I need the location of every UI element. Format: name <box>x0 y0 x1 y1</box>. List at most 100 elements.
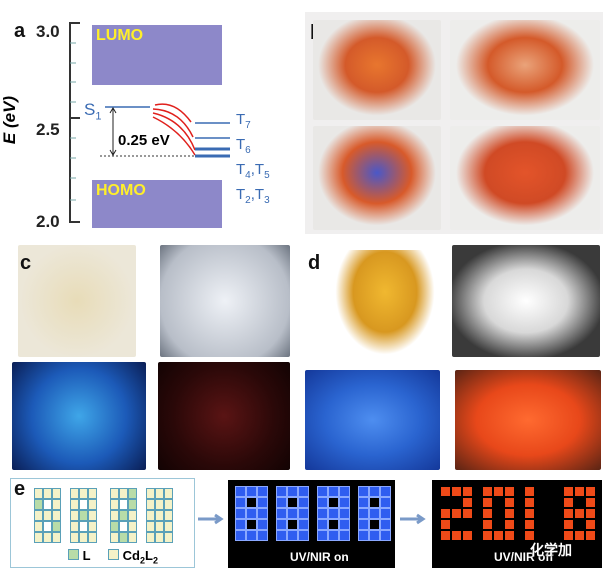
grid-cell <box>585 508 596 519</box>
grid-cell <box>34 532 43 543</box>
grid-cell <box>328 530 339 541</box>
grid-cell <box>88 510 97 521</box>
grid-cell <box>493 497 504 508</box>
grid-cell <box>504 486 515 497</box>
gap-label: 0.25 eV <box>118 132 170 149</box>
grid-cell <box>119 488 128 499</box>
panel-d-label: d <box>308 252 321 274</box>
pattern-grid-4 <box>146 488 173 543</box>
grid-cell <box>504 530 515 541</box>
grid-cell <box>574 486 585 497</box>
grid-cell <box>380 530 391 541</box>
grid-cell <box>574 497 585 508</box>
grid-cell <box>287 486 298 497</box>
grid-cell <box>164 488 173 499</box>
grid-cell <box>451 519 462 530</box>
grid-cell <box>43 499 52 510</box>
grid-cell <box>235 497 246 508</box>
grid-cell <box>70 521 79 532</box>
grid-cell <box>328 497 339 508</box>
grid-cell <box>440 497 451 508</box>
grid-cell <box>88 532 97 543</box>
grid-cell <box>298 508 309 519</box>
grid-cell <box>110 532 119 543</box>
grid-cell <box>155 521 164 532</box>
grid-cell <box>110 488 119 499</box>
grid-cell <box>524 519 535 530</box>
emblem-image-daylight <box>18 245 136 357</box>
grid-cell <box>524 530 535 541</box>
grid-cell <box>585 530 596 541</box>
grid-cell <box>369 519 380 530</box>
grid-cell <box>235 530 246 541</box>
emblem-image-white-glow <box>160 245 290 357</box>
grid-cell <box>110 521 119 532</box>
grid-cell <box>287 508 298 519</box>
emblem-image-red-emission <box>158 362 290 470</box>
t7-label: T7 <box>236 111 251 131</box>
grid-cell <box>493 486 504 497</box>
grid-cell <box>79 532 88 543</box>
grid-cell <box>504 508 515 519</box>
grid-cell <box>155 488 164 499</box>
grid-cell <box>146 499 155 510</box>
grid-cell <box>451 486 462 497</box>
grid-cell <box>339 519 350 530</box>
grid-cell <box>52 499 61 510</box>
chameleon-image-striped-blue <box>313 126 441 230</box>
grid-cell <box>246 530 257 541</box>
chameleon-image-striped-white <box>450 20 600 120</box>
grid-cell <box>482 508 493 519</box>
grid-cell <box>146 532 155 543</box>
grid-cell <box>246 508 257 519</box>
grid-cell <box>482 486 493 497</box>
grid-cell <box>79 521 88 532</box>
grid-cell <box>563 497 574 508</box>
grid-cell <box>119 521 128 532</box>
grid-cell <box>298 519 309 530</box>
arrow-right-icon <box>400 513 426 525</box>
grid-cell <box>34 521 43 532</box>
grid-cell <box>328 508 339 519</box>
grid-cell <box>34 499 43 510</box>
grid-cell <box>146 521 155 532</box>
grid-cell <box>380 519 391 530</box>
panel-c-label: c <box>20 252 32 274</box>
lion-image-white-glow <box>452 245 600 357</box>
grid-cell <box>482 519 493 530</box>
grid-cell <box>317 508 328 519</box>
grid-cell <box>155 532 164 543</box>
red-digit-0 <box>482 486 515 541</box>
grid-cell <box>451 497 462 508</box>
watermark: 化学加 <box>530 542 572 558</box>
t45-label: T4,T5 <box>236 161 270 181</box>
grid-cell <box>79 488 88 499</box>
grid-cell <box>524 486 535 497</box>
blue-digit-8-1 <box>235 486 268 541</box>
grid-cell <box>155 499 164 510</box>
legend-l: L <box>68 548 91 563</box>
grid-cell <box>563 519 574 530</box>
grid-cell <box>317 530 328 541</box>
grid-cell <box>504 519 515 530</box>
grid-cell <box>52 488 61 499</box>
grid-cell <box>524 508 535 519</box>
grid-cell <box>339 497 350 508</box>
tick-3.0: 3.0 <box>36 22 60 41</box>
grid-cell <box>257 519 268 530</box>
lion-image-blue-emission <box>305 370 440 470</box>
grid-cell <box>128 499 137 510</box>
grid-cell <box>257 530 268 541</box>
grid-cell <box>358 508 369 519</box>
grid-cell <box>235 508 246 519</box>
grid-cell <box>79 499 88 510</box>
grid-cell <box>585 519 596 530</box>
grid-cell <box>155 510 164 521</box>
grid-cell <box>146 488 155 499</box>
grid-cell <box>235 486 246 497</box>
pattern-grid-1 <box>34 488 61 543</box>
triplet-labels: T7 T6 T4,T5 T2,T3 <box>236 110 270 210</box>
grid-cell <box>462 530 473 541</box>
grid-cell <box>287 530 298 541</box>
grid-cell <box>119 532 128 543</box>
